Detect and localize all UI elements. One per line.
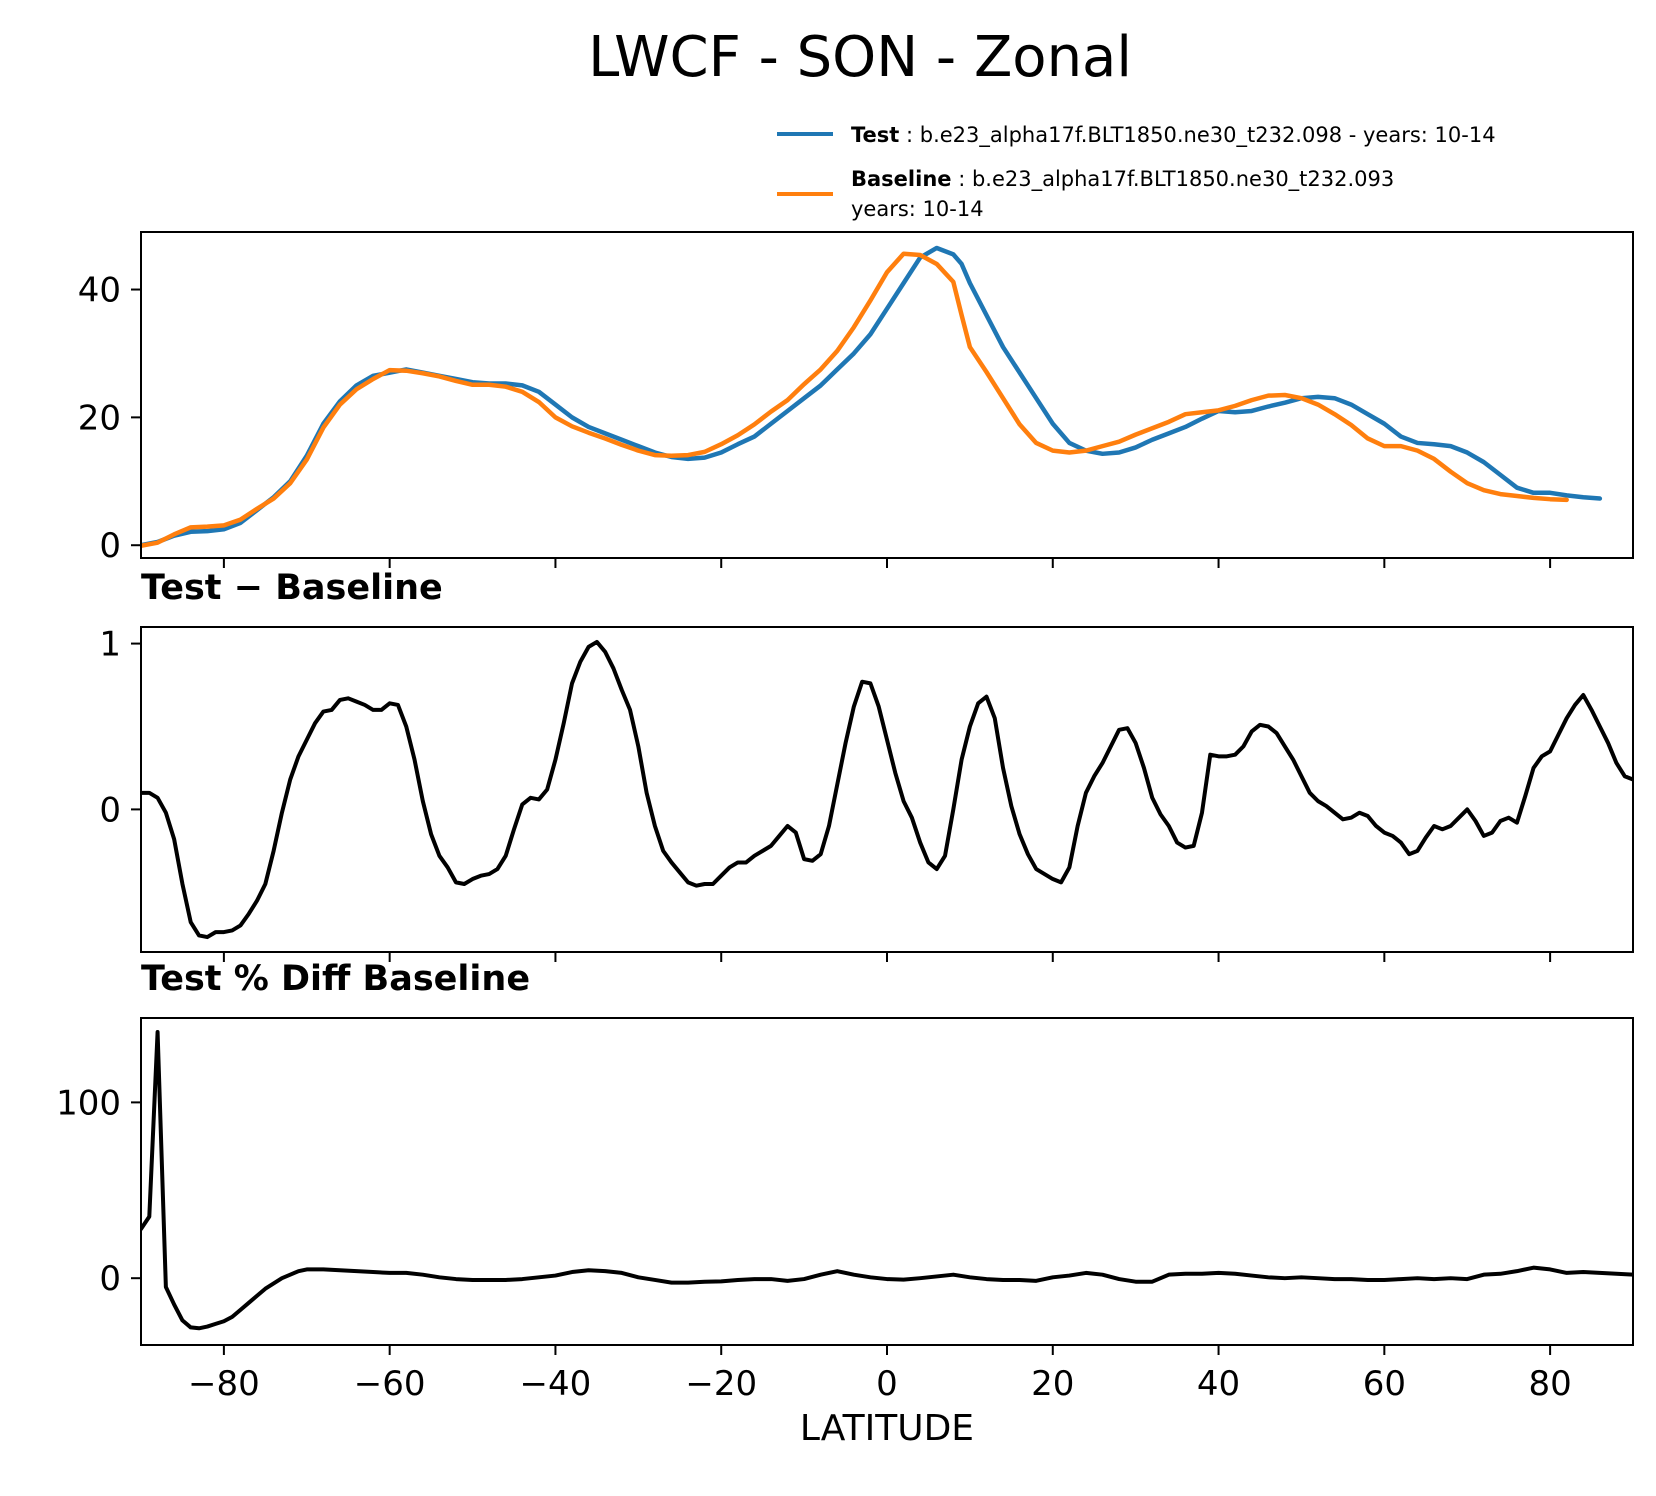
legend-entry-line2-1: years: 10-14 [851,197,984,221]
panel-title: Test − Baseline [141,568,443,608]
panel-title: Test % Diff Baseline [141,959,530,999]
series-line-test-diff-baseline [141,1030,1633,1331]
x-tick-label: 0 [876,1364,898,1404]
series-line-baseline [141,251,1569,549]
x-tick-label: −20 [685,1364,757,1404]
y-tick-label: 1 [99,625,121,665]
y-tick-label: 0 [99,790,121,830]
panel-3: 0 100 −80 −60 −40 −20 0 20 40 60 80 Test % Diff Bas… [56,959,1634,1404]
x-tick-label: 40 [1197,1364,1240,1404]
chart-title: LWCF - SON - Zonal [588,25,1132,90]
y-tick-label: 100 [56,1083,121,1123]
panel-frame [140,1017,1634,1346]
legend-entry-name: Test [851,123,899,147]
panel-frame [140,231,1634,559]
x-tick-label: 60 [1363,1364,1406,1404]
series-line-test [141,245,1603,548]
x-tick-label: −60 [354,1364,426,1404]
legend-entry-1: Baseline : b.e23_alpha17f.BLT1850.ne30_t… [851,167,1394,192]
panel-frame [140,626,1634,953]
x-tick-label: 20 [1031,1364,1074,1404]
panel-1: 0 20 40 [78,231,1634,568]
legend-entry-name: Baseline [851,167,952,191]
legend-entry-text: : b.e23_alpha17f.BLT1850.ne30_t232.098 -… [899,123,1495,148]
panel-2: 0 1 Test − Baseline [99,568,1634,962]
y-tick-label: 40 [78,271,121,311]
x-tick-label: 80 [1528,1364,1571,1404]
y-tick-label: 0 [99,1259,121,1299]
x-tick-label: −80 [188,1364,260,1404]
y-tick-label: 20 [78,398,121,438]
y-tick-label: 0 [99,526,121,566]
legend-entry-0: Test : b.e23_alpha17f.BLT1850.ne30_t232.… [851,123,1496,148]
series-line-test-baseline [141,639,1633,940]
x-axis-label: LATITUDE [800,1408,974,1449]
x-tick-label: −40 [520,1364,592,1404]
legend-entry-text: : b.e23_alpha17f.BLT1850.ne30_t232.093 [952,167,1395,192]
